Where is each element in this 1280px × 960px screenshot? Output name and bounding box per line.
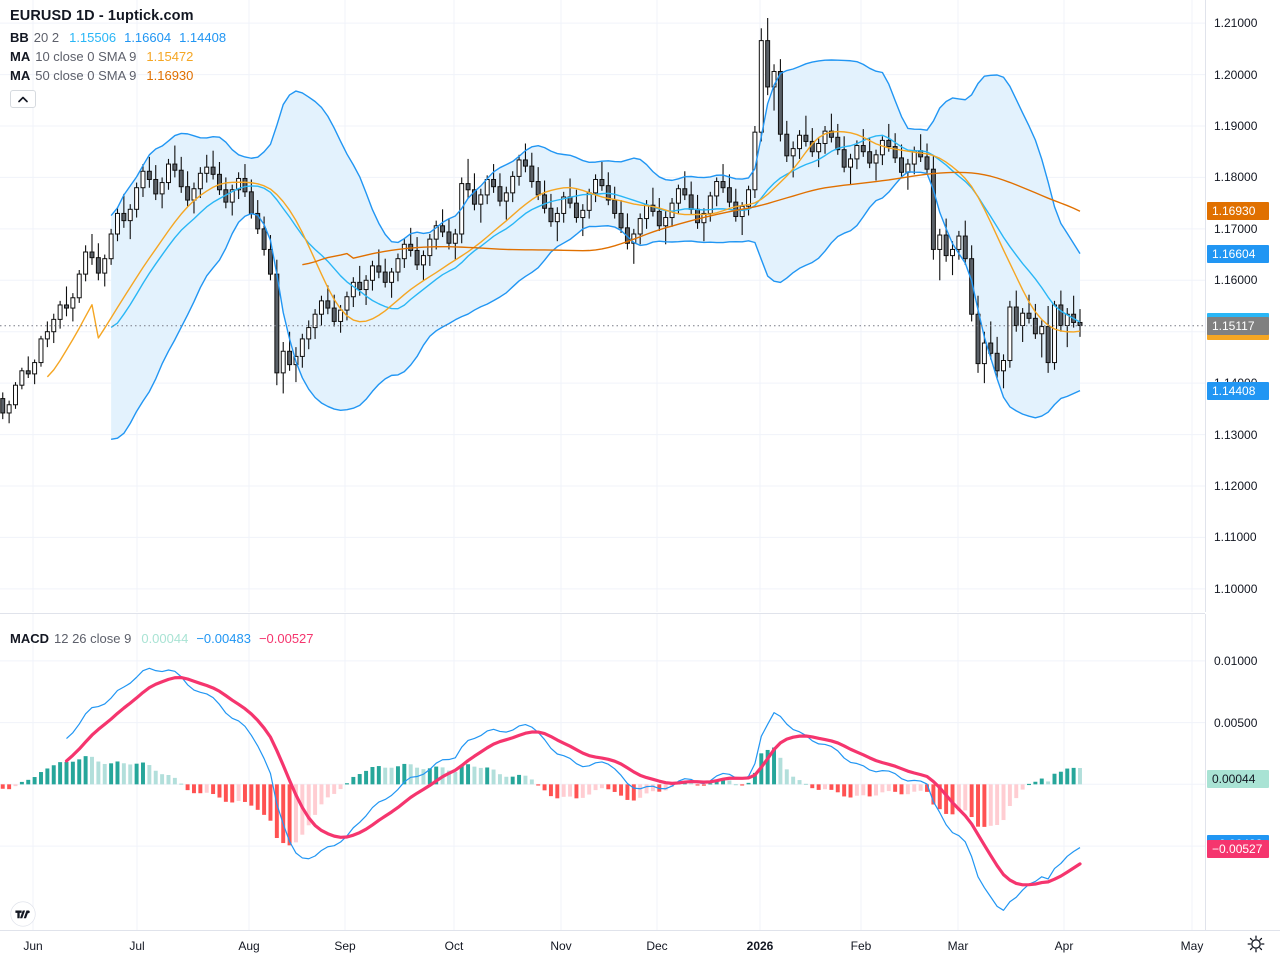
ma10-indicator-name: MA — [10, 49, 31, 64]
macd-chart-canvas — [0, 614, 1205, 930]
macd-scale[interactable]: 0.010000.005000.00000-0.005000.00044−0.0… — [1205, 614, 1280, 930]
chart-settings-gear[interactable] — [1246, 934, 1268, 956]
price-tick-label: 1.13000 — [1214, 427, 1258, 442]
legend-row-ma10[interactable]: MA 10 close 0 SMA 9 1.15472 — [10, 47, 234, 66]
bb-indicator-name: BB — [10, 30, 29, 45]
chevron-up-icon — [18, 96, 28, 102]
macd-signal-value: −0.00527 — [258, 631, 314, 646]
time-tick-label: 2026 — [746, 939, 774, 953]
macd-tick-label: 0.00500 — [1214, 715, 1258, 730]
bb-upper-value: 1.16604 — [124, 30, 172, 45]
ma10-indicator-params: 10 close 0 SMA 9 — [35, 49, 137, 64]
ma50-value: 1.16930 — [146, 68, 194, 83]
time-tick-label: Apr — [1054, 939, 1074, 953]
time-tick-label: Dec — [646, 939, 668, 953]
macd-signal-badge[interactable]: −0.00527 — [1207, 840, 1269, 859]
bb-lower-price-badge[interactable]: 1.14408 — [1207, 381, 1269, 400]
time-tick-label: Aug — [238, 939, 260, 953]
tradingview-logo[interactable] — [10, 901, 36, 927]
macd-hist-value: 0.00044 — [141, 631, 189, 646]
price-tick-label: 1.20000 — [1214, 67, 1258, 82]
legend-row-ma50[interactable]: MA 50 close 0 SMA 9 1.16930 — [10, 66, 234, 85]
page-title: EURUSD 1D - 1uptick.com — [10, 8, 194, 24]
price-tick-label: 1.18000 — [1214, 170, 1258, 185]
price-scale[interactable]: 1.21000 1.20000 1.19000 1.18000 1.17000 1.160… — [1205, 0, 1280, 612]
time-tick-label: May — [1180, 939, 1204, 953]
legend-row-bb[interactable]: BB 20 2 1.15506 1.16604 1.14408 — [10, 28, 234, 47]
time-tick-label: Jul — [129, 939, 145, 953]
gear-icon — [1247, 935, 1265, 953]
price-tick-label: 1.10000 — [1214, 581, 1258, 596]
price-tick-label: 1.19000 — [1214, 119, 1258, 133]
price-tick-label: 1.21000 — [1214, 16, 1258, 31]
bb-indicator-params: 20 2 — [33, 30, 60, 45]
bb-lower-value: 1.14408 — [179, 30, 227, 45]
time-tick-label: Feb — [850, 939, 872, 953]
price-chart-pane[interactable] — [0, 0, 1205, 612]
macd-tick-label: 0.01000 — [1214, 653, 1258, 668]
pane-divider — [0, 613, 1205, 614]
time-scale[interactable]: Jun Jul Aug Sep Oct Nov Dec 2026 Feb Mar Apr May — [0, 930, 1280, 960]
collapse-pane-button[interactable] — [10, 90, 36, 108]
last-price-badge[interactable]: 1.15117 — [1207, 316, 1269, 335]
time-tick-label: Sep — [334, 939, 356, 953]
price-tick-label: 1.17000 — [1214, 221, 1258, 236]
macd-line-value: −0.00483 — [196, 631, 251, 646]
time-tick-label: Jun — [23, 939, 43, 953]
tradingview-logo-icon — [10, 901, 36, 927]
macd-legend[interactable]: MACD 12 26 close 9 0.00044 −0.00483 −0.0… — [10, 630, 322, 648]
chart-legend: EURUSD 1D - 1uptick.com BB 20 2 1.15506 … — [10, 6, 234, 108]
macd-indicator-name: MACD — [10, 631, 49, 646]
ma50-indicator-params: 50 close 0 SMA 9 — [35, 68, 137, 83]
bb-basis-value: 1.15506 — [69, 30, 117, 45]
time-tick-label: Nov — [550, 939, 572, 953]
price-tick-label: 1.12000 — [1214, 479, 1258, 493]
macd-hist-badge[interactable]: 0.00044 — [1207, 769, 1269, 788]
ma10-value: 1.15472 — [146, 49, 194, 64]
time-tick-label: Oct — [444, 939, 464, 953]
price-tick-label: 1.16000 — [1214, 273, 1258, 288]
bb-upper-price-badge[interactable]: 1.16604 — [1207, 244, 1269, 263]
ma50-price-badge[interactable]: 1.16930 — [1207, 202, 1269, 221]
ma50-indicator-name: MA — [10, 68, 31, 83]
price-chart-canvas — [0, 0, 1205, 612]
macd-chart-pane[interactable] — [0, 614, 1205, 930]
price-tick-label: 1.11000 — [1214, 530, 1257, 545]
macd-indicator-params: 12 26 close 9 — [54, 631, 132, 646]
time-tick-label: Mar — [947, 939, 969, 953]
